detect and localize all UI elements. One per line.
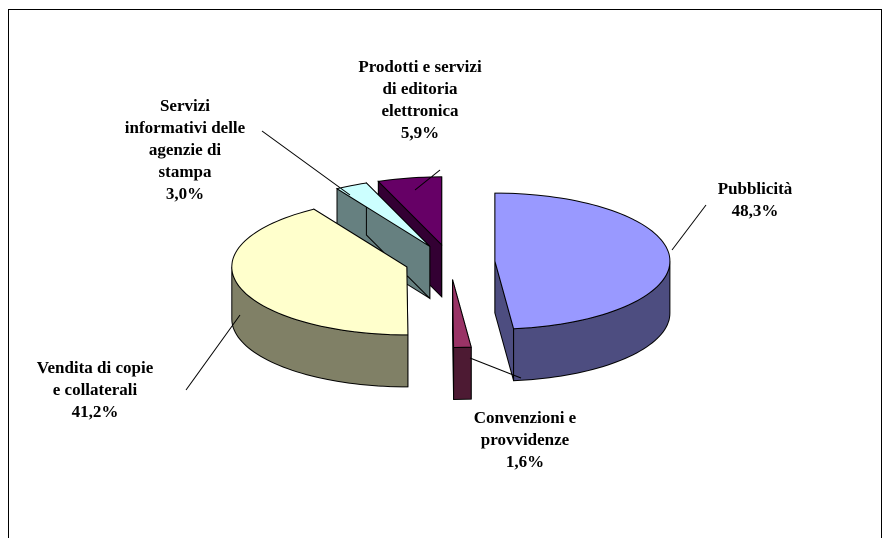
category-label: Servizi informativi delle agenzie di sta… bbox=[124, 96, 246, 181]
value-label: 41,2% bbox=[71, 402, 119, 421]
data-label: Pubblicità 48,3% bbox=[718, 178, 793, 222]
data-label: Servizi informativi delle agenzie di sta… bbox=[125, 95, 245, 205]
value-label: 3,0% bbox=[165, 184, 205, 203]
chart-frame bbox=[8, 9, 882, 538]
pie-slice bbox=[452, 279, 472, 401]
slice-top bbox=[494, 192, 671, 330]
leader-line bbox=[261, 130, 351, 196]
slice-wall bbox=[453, 346, 472, 401]
category-label: Prodotti e servizi di editoria elettroni… bbox=[358, 57, 482, 120]
pie-slice bbox=[231, 208, 409, 388]
category-label: Vendita di copie e collaterali bbox=[36, 358, 154, 399]
leader-line bbox=[185, 314, 241, 391]
slice-top bbox=[452, 279, 472, 349]
slice-top bbox=[335, 182, 431, 247]
slice-top bbox=[377, 176, 443, 247]
leader-line bbox=[671, 204, 707, 251]
leader-line bbox=[469, 357, 522, 379]
data-label: Vendita di copie e collaterali 41,2% bbox=[37, 357, 154, 423]
leader-line bbox=[414, 169, 441, 191]
value-label: 48,3% bbox=[731, 201, 779, 220]
category-label: Pubblicità bbox=[717, 179, 793, 198]
category-label: Convenzioni e provvidenze bbox=[473, 408, 577, 449]
value-label: 5,9% bbox=[400, 123, 440, 142]
data-label: Prodotti e servizi di editoria elettroni… bbox=[358, 56, 481, 144]
data-label: Convenzioni e provvidenze 1,6% bbox=[474, 407, 576, 473]
value-label: 1,6% bbox=[505, 452, 545, 471]
pie-slice bbox=[494, 192, 671, 382]
slice-top bbox=[231, 208, 409, 336]
